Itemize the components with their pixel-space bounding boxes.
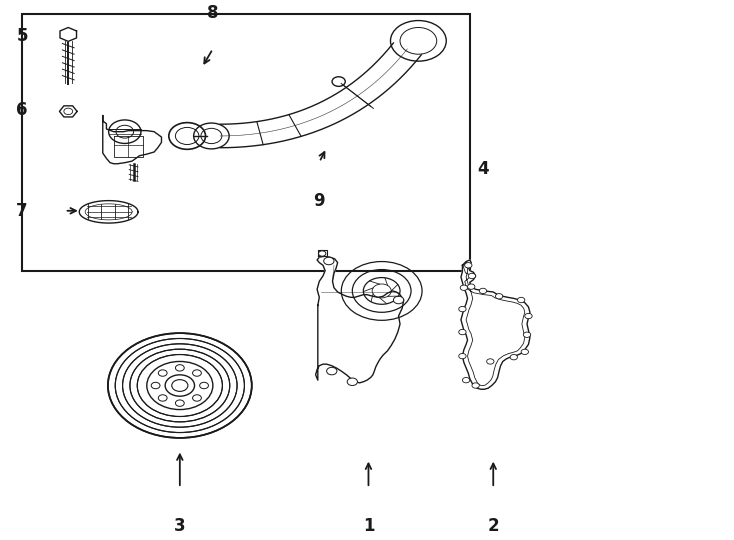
Text: 4: 4	[477, 160, 489, 178]
Circle shape	[108, 333, 252, 438]
Circle shape	[460, 285, 468, 291]
Circle shape	[525, 313, 532, 319]
Circle shape	[517, 298, 525, 303]
Text: 1: 1	[363, 517, 374, 536]
Circle shape	[147, 361, 213, 409]
Circle shape	[319, 251, 326, 256]
Polygon shape	[318, 251, 327, 256]
Circle shape	[510, 355, 517, 360]
Polygon shape	[60, 28, 76, 42]
Text: 7: 7	[16, 202, 28, 220]
Polygon shape	[461, 260, 530, 389]
Polygon shape	[79, 201, 138, 223]
Circle shape	[487, 359, 494, 364]
Circle shape	[459, 354, 466, 359]
Circle shape	[192, 395, 201, 401]
Polygon shape	[103, 116, 161, 164]
Text: 6: 6	[16, 102, 28, 119]
Circle shape	[468, 273, 476, 279]
Polygon shape	[316, 256, 404, 383]
Circle shape	[521, 349, 528, 355]
Circle shape	[159, 395, 167, 401]
Circle shape	[472, 383, 479, 388]
Circle shape	[459, 306, 466, 312]
Text: 5: 5	[16, 26, 28, 44]
Circle shape	[495, 294, 503, 299]
Circle shape	[159, 370, 167, 376]
Circle shape	[347, 378, 357, 386]
Circle shape	[175, 400, 184, 406]
Circle shape	[151, 382, 160, 389]
Text: 3: 3	[174, 517, 186, 536]
Circle shape	[192, 370, 201, 376]
Circle shape	[200, 382, 208, 389]
Bar	[22, 14, 470, 271]
Text: 9: 9	[313, 192, 325, 210]
Text: 8: 8	[207, 4, 219, 22]
Circle shape	[459, 329, 466, 335]
Circle shape	[462, 377, 470, 383]
Text: 2: 2	[487, 517, 499, 536]
Circle shape	[523, 332, 531, 338]
Polygon shape	[59, 106, 77, 117]
Circle shape	[324, 257, 334, 265]
Circle shape	[479, 288, 487, 294]
Circle shape	[327, 367, 337, 375]
Circle shape	[468, 284, 475, 289]
Circle shape	[393, 296, 404, 304]
Circle shape	[465, 262, 472, 268]
Circle shape	[175, 364, 184, 371]
